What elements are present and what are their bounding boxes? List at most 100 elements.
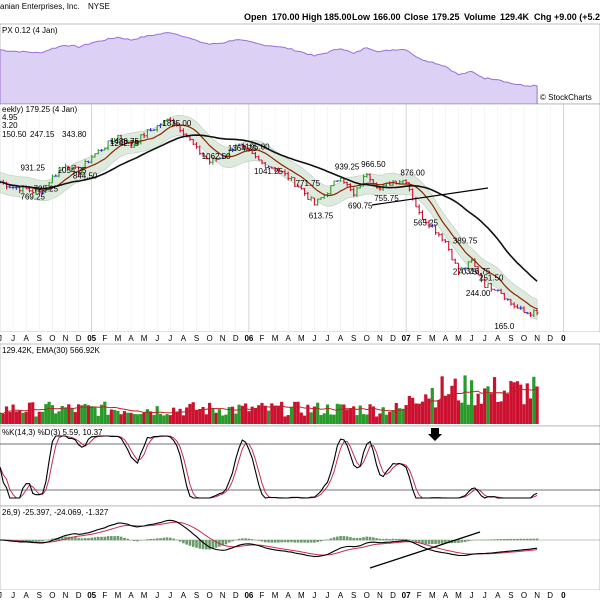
volume-bar bbox=[63, 408, 68, 424]
month-tick-label: A bbox=[495, 334, 501, 343]
macd-hist-bar bbox=[440, 540, 444, 544]
month-tick-label: J bbox=[11, 334, 15, 343]
price-annotation-label: 565.25 bbox=[414, 218, 439, 227]
volume-bar bbox=[240, 405, 244, 424]
month-tick-label: J bbox=[326, 591, 330, 600]
relperf-panel: PX 0.12 (4 Jan) © StockCharts bbox=[0, 23, 600, 105]
month-tick-label: J bbox=[168, 591, 172, 600]
month-tick-label: M bbox=[455, 334, 462, 343]
macd-hist-bar bbox=[237, 538, 241, 541]
month-tick-label: M bbox=[455, 591, 462, 600]
macd-hist-bar bbox=[496, 539, 500, 541]
volume-bar bbox=[149, 411, 153, 424]
macd-hist-bar bbox=[123, 537, 126, 541]
price-annotation-label: 244.00 bbox=[466, 289, 491, 298]
volume-bar bbox=[77, 404, 81, 424]
month-tick-label: S bbox=[351, 591, 356, 600]
volume-bar bbox=[44, 404, 48, 424]
relperf-label: PX 0.12 (4 Jan) bbox=[2, 26, 58, 35]
macd-hist-bar bbox=[119, 536, 123, 541]
volume-legend: 129.42K, EMA(30) 566.92K bbox=[2, 346, 101, 355]
volume-bar bbox=[391, 410, 395, 424]
month-tick-label: A bbox=[181, 334, 187, 343]
macd-hist-bar bbox=[306, 540, 310, 543]
macd-hist-bar bbox=[214, 540, 218, 548]
month-tick-label: O bbox=[521, 334, 527, 343]
price-annotation-label: 1835.00 bbox=[162, 119, 191, 128]
volume-bar bbox=[502, 390, 506, 424]
volume-bar bbox=[365, 414, 369, 424]
close-value: 179.25 bbox=[432, 12, 460, 22]
macd-hist-bar bbox=[368, 536, 372, 541]
volume-bar bbox=[142, 412, 146, 424]
macd-hist-bar bbox=[103, 536, 107, 541]
volume-bar bbox=[394, 402, 398, 424]
macd-hist-bar bbox=[434, 540, 437, 545]
macd-hist-bar bbox=[414, 540, 418, 543]
volume-bar bbox=[345, 409, 349, 424]
volume-bar bbox=[528, 398, 533, 424]
volume-bar bbox=[253, 407, 258, 424]
macd-hist-bar bbox=[388, 538, 392, 541]
price-annotation-label: 755.75 bbox=[374, 194, 399, 203]
macd-hist-bar bbox=[391, 538, 395, 541]
macd-hist-bar bbox=[198, 540, 202, 549]
month-tick-label: M bbox=[141, 334, 148, 343]
volume-bar bbox=[217, 409, 222, 424]
macd-hist-bar bbox=[313, 540, 316, 543]
macd-hist-bar bbox=[231, 540, 234, 542]
month-tick-label: 06 bbox=[244, 591, 253, 600]
volume-bar bbox=[417, 403, 421, 424]
price-annotation-label: 771.75 bbox=[296, 179, 321, 188]
macd-hist-bar bbox=[80, 538, 84, 541]
volume-bar bbox=[145, 409, 149, 424]
macd-hist-bar bbox=[227, 540, 231, 543]
volume-bar bbox=[27, 402, 32, 424]
macd-signal-line bbox=[0, 521, 538, 556]
price-legend-bb-c: 343.80 bbox=[62, 130, 87, 139]
macd-hist-bar bbox=[201, 540, 205, 550]
volume-bar bbox=[1, 413, 5, 424]
macd-hist-bar bbox=[427, 540, 431, 545]
volume-ema-line bbox=[0, 387, 538, 415]
macd-hist-bar bbox=[470, 540, 473, 541]
macd-hist-bar bbox=[437, 540, 441, 544]
volume-bar bbox=[519, 384, 523, 424]
month-tick-label: M bbox=[429, 591, 436, 600]
macd-hist-bar bbox=[41, 540, 44, 541]
volume-bar bbox=[473, 405, 477, 424]
volume-bar bbox=[4, 406, 9, 424]
chg-value: +9.00 (+5.29 bbox=[554, 12, 600, 22]
volume-bar bbox=[18, 410, 22, 424]
volume-bar bbox=[181, 415, 185, 424]
month-tick-label: J bbox=[483, 334, 487, 343]
macd-hist-bar bbox=[93, 537, 97, 541]
volume-bar bbox=[371, 406, 375, 424]
chart-title: anian Enterprises, Inc. bbox=[0, 2, 80, 11]
month-axis-bottom: J J A S O N D 05 F M A M J J A S O N D 06 F M A M J J A S O N D 07 F M A M J… bbox=[0, 590, 600, 600]
macd-hist-bar bbox=[267, 540, 270, 543]
month-tick-label: 07 bbox=[402, 334, 411, 343]
macd-hist-bar bbox=[290, 540, 293, 543]
month-tick-label: J bbox=[326, 334, 330, 343]
month-axis: J J A S O N D 05 F M A M J J A S O N D 06 F M A M J J A S O N D 07 F M A M J… bbox=[0, 332, 600, 344]
price-legend-ma1: 4.95 bbox=[2, 113, 18, 122]
volume-bar bbox=[24, 411, 28, 424]
macd-hist-bar bbox=[159, 538, 162, 541]
month-tick-label: A bbox=[286, 334, 292, 343]
month-tick-label: O bbox=[206, 591, 212, 600]
ma-short-line bbox=[0, 124, 538, 310]
volume-bar bbox=[378, 413, 382, 424]
stoch-k-line bbox=[0, 435, 538, 499]
macd-hist-bar bbox=[467, 540, 470, 542]
macd-hist-bar bbox=[146, 539, 149, 541]
month-tick-label: O bbox=[49, 334, 55, 343]
volume-bar bbox=[47, 401, 51, 424]
macd-hist-bar bbox=[394, 538, 398, 541]
volume-bar bbox=[106, 414, 110, 424]
month-tick-label: M bbox=[115, 591, 122, 600]
volume-bar bbox=[67, 404, 71, 424]
month-tick-label: D bbox=[547, 591, 553, 600]
macd-hist-bar bbox=[300, 540, 303, 543]
volume-bar bbox=[388, 411, 392, 424]
